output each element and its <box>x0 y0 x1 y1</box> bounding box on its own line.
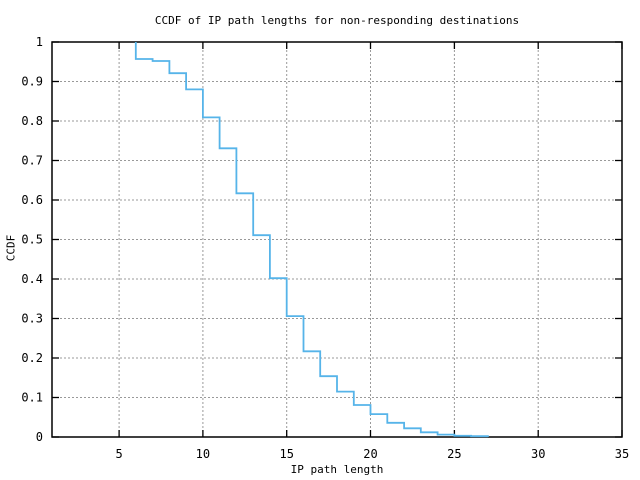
y-tick-label: 0.4 <box>21 272 43 286</box>
ccdf-step-curve <box>134 42 489 438</box>
x-tick-label: 35 <box>615 447 629 461</box>
x-tick-label: 30 <box>531 447 545 461</box>
y-tick-label: 0.9 <box>21 75 43 89</box>
y-tick-label: 0.2 <box>21 351 43 365</box>
y-tick-label: 0.1 <box>21 391 43 405</box>
chart-title: CCDF of IP path lengths for non-respondi… <box>154 14 520 27</box>
y-tick-label: 0 <box>36 430 43 444</box>
x-tick-label: 10 <box>196 447 210 461</box>
x-axis-label: IP path length <box>290 463 384 476</box>
y-tick-label: 1 <box>36 35 43 49</box>
y-tick-label: 0.5 <box>21 233 43 247</box>
x-tick-label: 5 <box>115 447 122 461</box>
x-tick-label: 20 <box>363 447 377 461</box>
y-tick-label: 0.7 <box>21 154 43 168</box>
x-tick-label: 15 <box>279 447 293 461</box>
y-tick-label: 0.8 <box>21 114 43 128</box>
y-tick-label: 0.3 <box>21 312 43 326</box>
y-tick-label: 0.6 <box>21 193 43 207</box>
x-tick-label: 25 <box>447 447 461 461</box>
